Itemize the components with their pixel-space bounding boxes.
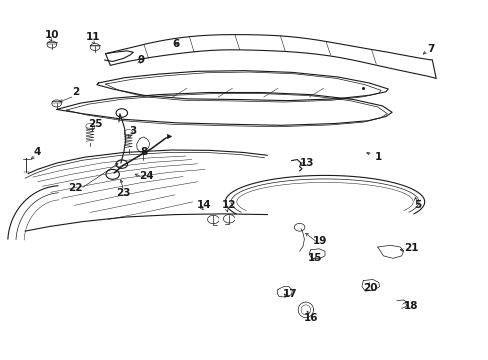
- Text: 14: 14: [196, 200, 211, 210]
- Text: 13: 13: [299, 158, 313, 168]
- Text: 21: 21: [403, 243, 418, 253]
- Text: 5: 5: [413, 200, 421, 210]
- Text: 1: 1: [374, 152, 382, 162]
- Text: 8: 8: [140, 147, 147, 157]
- Text: 20: 20: [362, 283, 377, 293]
- Text: 24: 24: [139, 171, 153, 181]
- Text: 6: 6: [172, 39, 180, 49]
- Text: 18: 18: [403, 301, 418, 311]
- Text: 23: 23: [116, 188, 131, 198]
- Text: 2: 2: [72, 87, 79, 97]
- Text: 7: 7: [427, 45, 434, 54]
- Text: 17: 17: [282, 289, 297, 298]
- Text: 19: 19: [312, 236, 327, 246]
- Text: 10: 10: [44, 30, 59, 40]
- Text: 16: 16: [303, 313, 317, 323]
- Text: 3: 3: [129, 126, 137, 136]
- Text: 4: 4: [34, 147, 41, 157]
- Text: 12: 12: [222, 200, 236, 210]
- Text: 25: 25: [87, 119, 102, 129]
- Text: 15: 15: [307, 253, 322, 263]
- Text: 11: 11: [86, 32, 101, 42]
- Text: 22: 22: [68, 183, 83, 193]
- Text: 9: 9: [138, 55, 145, 65]
